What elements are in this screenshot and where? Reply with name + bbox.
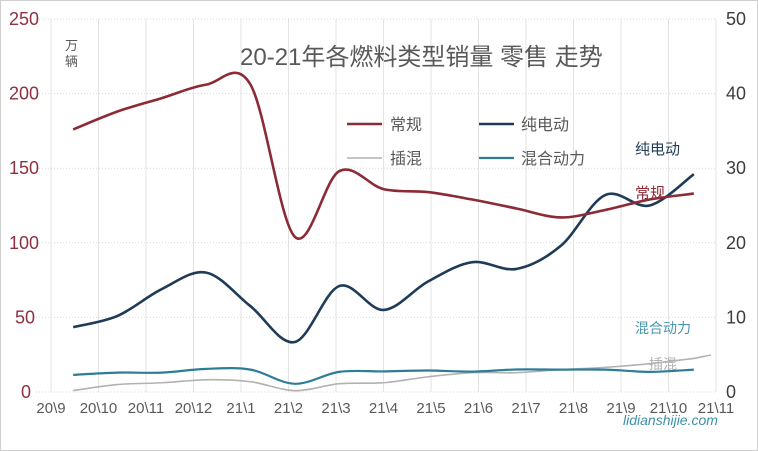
svg-text:纯电动: 纯电动	[521, 116, 569, 134]
svg-text:常规: 常规	[390, 116, 422, 134]
svg-text:21\2: 21\2	[274, 400, 303, 417]
svg-text:40: 40	[726, 84, 746, 104]
svg-text:混合动力: 混合动力	[635, 320, 691, 336]
svg-text:200: 200	[9, 84, 39, 104]
svg-text:100: 100	[9, 233, 39, 253]
svg-text:21\7: 21\7	[511, 400, 540, 417]
svg-text:50: 50	[15, 307, 35, 327]
svg-text:21\6: 21\6	[464, 400, 493, 417]
svg-text:21\3: 21\3	[321, 400, 350, 417]
svg-text:150: 150	[9, 158, 39, 178]
svg-text:20\12: 20\12	[175, 400, 213, 417]
svg-text:辆: 辆	[65, 54, 78, 69]
svg-text:20\9: 20\9	[36, 400, 65, 417]
svg-text:万: 万	[65, 38, 78, 53]
svg-text:21\8: 21\8	[559, 400, 588, 417]
svg-text:lidianshijie.com: lidianshijie.com	[623, 412, 718, 428]
svg-text:30: 30	[726, 158, 746, 178]
svg-text:0: 0	[21, 382, 31, 402]
svg-text:21\4: 21\4	[369, 400, 398, 417]
svg-text:20\10: 20\10	[80, 400, 118, 417]
svg-text:50: 50	[726, 9, 746, 29]
svg-text:插混: 插混	[390, 150, 422, 168]
svg-text:0: 0	[726, 382, 736, 402]
svg-text:20\11: 20\11	[128, 400, 164, 417]
svg-text:20-21年各燃料类型销量 零售 走势: 20-21年各燃料类型销量 零售 走势	[240, 44, 603, 71]
svg-text:21\5: 21\5	[416, 400, 445, 417]
svg-text:21\1: 21\1	[226, 400, 255, 417]
svg-text:混合动力: 混合动力	[521, 150, 585, 168]
svg-text:纯电动: 纯电动	[635, 141, 680, 158]
svg-text:250: 250	[9, 9, 39, 29]
svg-text:10: 10	[726, 307, 746, 327]
svg-text:20: 20	[726, 233, 746, 253]
